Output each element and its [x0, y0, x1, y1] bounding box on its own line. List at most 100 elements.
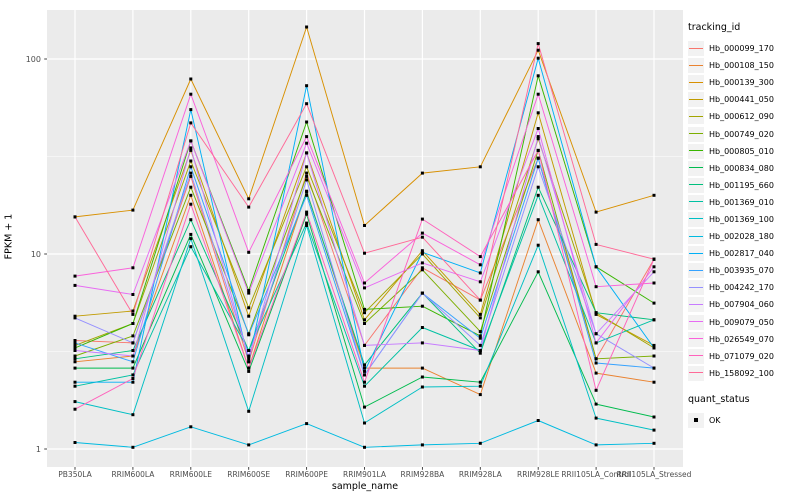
legend-line-icon [689, 286, 703, 288]
legend-label: Hb_000441_050 [709, 95, 774, 105]
data-point [363, 224, 366, 227]
data-point [594, 311, 598, 315]
data-point [189, 174, 193, 178]
data-point [247, 443, 251, 447]
data-point [594, 402, 598, 406]
data-point [363, 318, 366, 322]
data-point [652, 301, 656, 305]
data-point [594, 371, 598, 375]
data-point [131, 208, 135, 212]
data-point [131, 334, 135, 338]
data-point [652, 318, 656, 322]
ok-key-swatch [688, 412, 704, 428]
data-point [305, 193, 309, 197]
legend-key-swatch [688, 160, 704, 176]
legend-key-swatch [688, 211, 704, 227]
legend-key-swatch [688, 263, 704, 279]
legend-label: Hb_007904_060 [709, 300, 774, 310]
data-point [73, 407, 77, 411]
data-point [305, 165, 309, 169]
data-point [478, 343, 482, 347]
data-point [363, 384, 366, 388]
data-point [189, 185, 193, 189]
data-point [363, 281, 366, 285]
data-point [594, 416, 598, 420]
data-point [73, 314, 77, 318]
data-point [536, 74, 540, 78]
data-point [189, 165, 193, 169]
data-point [305, 224, 309, 227]
legend-line-icon [689, 321, 703, 323]
legend-key-swatch [688, 348, 704, 364]
data-point [247, 366, 251, 370]
legend-entry-Hb_000108_150: Hb_000108_150 [688, 57, 800, 74]
data-point [478, 263, 482, 267]
data-point [73, 346, 77, 350]
legend-label: Hb_000749_020 [709, 129, 774, 139]
data-point [363, 445, 366, 449]
data-point [247, 369, 251, 373]
legend-entry-Hb_002028_180: Hb_002028_180 [688, 228, 800, 245]
data-point [189, 237, 193, 241]
legend-label: Hb_009079_050 [709, 317, 774, 327]
data-point [478, 336, 482, 340]
data-point [536, 135, 540, 139]
x-tick-label: RRIM600SE [227, 470, 270, 479]
legend-line-icon [689, 303, 703, 305]
data-point [73, 341, 77, 345]
legend-key-swatch [688, 246, 704, 262]
data-point [305, 84, 309, 88]
data-point [363, 286, 366, 290]
data-point [478, 165, 482, 169]
data-point [131, 377, 135, 380]
data-point [305, 174, 309, 178]
legend-entry-Hb_001195_660: Hb_001195_660 [688, 177, 800, 194]
legend-key-swatch [688, 280, 704, 296]
legend-line-icon [689, 167, 703, 169]
data-point [73, 349, 77, 352]
data-point [594, 361, 598, 365]
legend-entry-Hb_000834_080: Hb_000834_080 [688, 160, 800, 177]
legend-entry-Hb_158092_100: Hb_158092_100 [688, 365, 800, 382]
data-point [420, 261, 424, 265]
data-point [247, 250, 251, 254]
data-point [420, 250, 424, 254]
data-point [189, 202, 193, 206]
legend-entry-Hb_001369_010: Hb_001369_010 [688, 194, 800, 211]
legend-line-icon [689, 235, 703, 237]
data-point [652, 193, 656, 197]
data-point [478, 393, 482, 397]
legend-entry-Hb_004242_170: Hb_004242_170 [688, 279, 800, 296]
data-point [189, 146, 193, 150]
data-point [420, 375, 424, 379]
legend-line-icon [689, 184, 703, 186]
data-point [652, 346, 656, 350]
data-point [305, 212, 309, 216]
data-point [363, 363, 366, 367]
x-tick-label: RRII105LA_Control [561, 470, 631, 479]
data-point [420, 268, 424, 272]
data-point [131, 413, 135, 417]
data-point [131, 360, 135, 364]
legend-line-icon [689, 98, 703, 100]
legend-line-icon [689, 218, 703, 220]
data-point [536, 148, 540, 152]
data-point [305, 141, 309, 145]
data-point [305, 221, 309, 225]
data-point [305, 178, 309, 182]
data-point [305, 190, 309, 194]
data-point [363, 311, 366, 315]
data-point [420, 341, 424, 345]
data-point [420, 217, 424, 221]
legend-entries: Hb_000099_170 Hb_000108_150 Hb_000139_300 H… [688, 40, 800, 382]
data-point [73, 354, 77, 358]
y-tick-label: 10 [31, 250, 41, 259]
data-point [420, 231, 424, 235]
x-tick-label: RRIM901LA [343, 470, 387, 479]
legend-key-swatch [688, 41, 704, 57]
legend-title-quant-status: quant_status [688, 393, 750, 405]
legend-line-icon [689, 81, 703, 83]
data-point [131, 341, 135, 345]
